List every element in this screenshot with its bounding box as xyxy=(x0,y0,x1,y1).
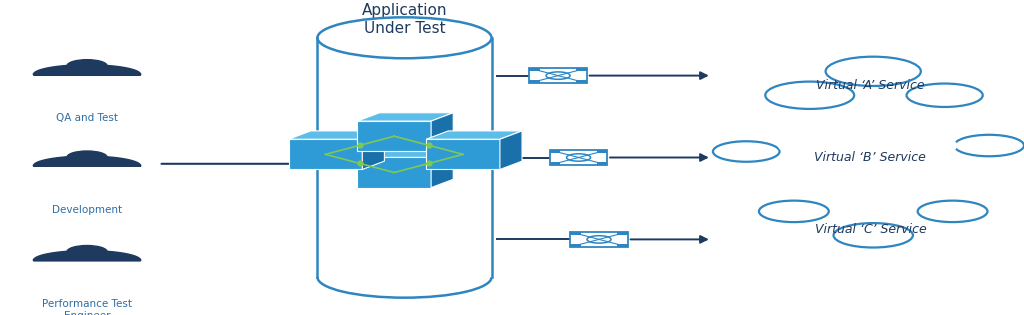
FancyBboxPatch shape xyxy=(597,162,607,165)
Circle shape xyxy=(765,82,854,109)
FancyBboxPatch shape xyxy=(529,68,540,71)
Polygon shape xyxy=(33,156,141,166)
Polygon shape xyxy=(362,131,384,169)
Text: Application
Under Test: Application Under Test xyxy=(361,3,447,36)
Circle shape xyxy=(817,167,913,196)
Circle shape xyxy=(918,201,987,222)
Text: Virtual ‘C’ Service: Virtual ‘C’ Service xyxy=(814,223,927,237)
Circle shape xyxy=(67,60,108,72)
Polygon shape xyxy=(357,149,454,158)
FancyBboxPatch shape xyxy=(529,80,540,83)
FancyBboxPatch shape xyxy=(617,244,628,247)
Circle shape xyxy=(868,132,957,159)
Polygon shape xyxy=(289,139,362,169)
FancyBboxPatch shape xyxy=(570,232,581,235)
Polygon shape xyxy=(426,131,522,139)
Circle shape xyxy=(906,83,983,107)
Polygon shape xyxy=(357,158,431,188)
Circle shape xyxy=(954,135,1024,156)
Text: Development: Development xyxy=(52,205,122,215)
Polygon shape xyxy=(33,251,141,261)
Circle shape xyxy=(825,57,921,86)
Circle shape xyxy=(67,151,108,163)
FancyBboxPatch shape xyxy=(597,150,607,153)
FancyBboxPatch shape xyxy=(570,232,628,247)
FancyBboxPatch shape xyxy=(577,80,587,83)
Polygon shape xyxy=(426,139,500,169)
FancyBboxPatch shape xyxy=(550,150,607,165)
Circle shape xyxy=(713,141,779,162)
Polygon shape xyxy=(431,113,454,151)
Polygon shape xyxy=(357,121,431,151)
Polygon shape xyxy=(431,149,454,188)
Polygon shape xyxy=(500,131,522,169)
FancyBboxPatch shape xyxy=(570,244,581,247)
Text: Virtual ‘B’ Service: Virtual ‘B’ Service xyxy=(814,151,927,164)
Polygon shape xyxy=(289,131,384,139)
Circle shape xyxy=(67,245,108,258)
FancyBboxPatch shape xyxy=(550,150,560,153)
Text: Performance Test
Engineer: Performance Test Engineer xyxy=(42,299,132,315)
Text: QA and Test: QA and Test xyxy=(56,113,118,123)
FancyBboxPatch shape xyxy=(550,162,560,165)
FancyBboxPatch shape xyxy=(577,68,587,71)
FancyBboxPatch shape xyxy=(529,68,587,83)
Circle shape xyxy=(834,223,913,248)
Polygon shape xyxy=(357,113,454,121)
Circle shape xyxy=(778,131,873,160)
FancyBboxPatch shape xyxy=(617,232,628,235)
Circle shape xyxy=(759,201,828,222)
Polygon shape xyxy=(33,65,141,75)
Circle shape xyxy=(794,135,937,180)
Text: Virtual ‘A’ Service: Virtual ‘A’ Service xyxy=(816,78,925,92)
Circle shape xyxy=(817,113,913,142)
